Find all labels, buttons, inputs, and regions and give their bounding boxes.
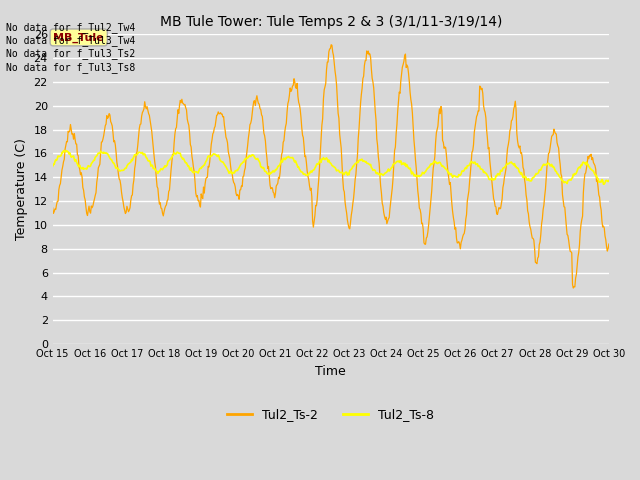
Text: No data for f_Tul3_Ts8: No data for f_Tul3_Ts8 [6,62,136,73]
Legend: Tul2_Ts-2, Tul2_Ts-8: Tul2_Ts-2, Tul2_Ts-8 [222,403,439,426]
Title: MB Tule Tower: Tule Temps 2 & 3 (3/1/11-3/19/14): MB Tule Tower: Tule Temps 2 & 3 (3/1/11-… [159,15,502,29]
X-axis label: Time: Time [316,364,346,378]
Text: No data for f_Tul3_Ts2: No data for f_Tul3_Ts2 [6,48,136,60]
Y-axis label: Temperature (C): Temperature (C) [15,138,28,240]
Text: MB_Tule: MB_Tule [53,32,104,43]
Text: No data for f_Tul2_Tw4: No data for f_Tul2_Tw4 [6,22,136,33]
Text: No data for f_Tul3_Tw4: No data for f_Tul3_Tw4 [6,35,136,46]
